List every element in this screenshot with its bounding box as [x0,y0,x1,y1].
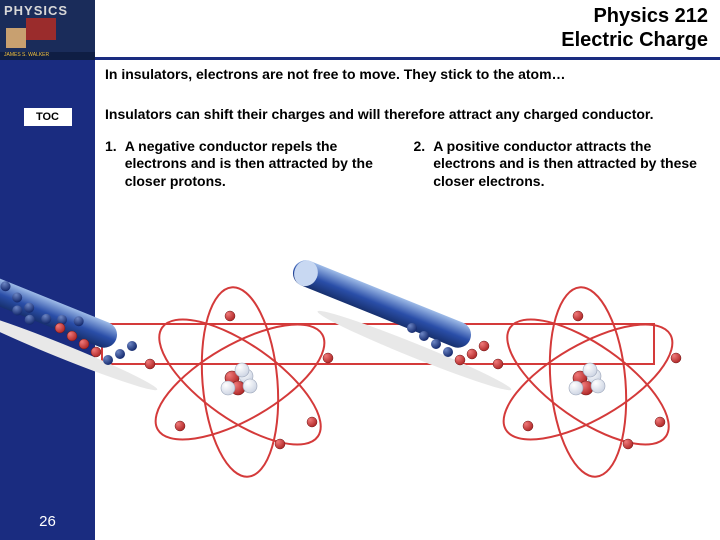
physics-diagram [0,252,720,512]
textbook-logo: PHYSICS JAMES S. WALKER [0,0,95,60]
sidebar: TOC 26 [0,60,95,540]
item-number: 2. [414,138,426,191]
course-name: Physics 212 [95,4,708,28]
logo-thumbnail-2 [6,28,26,48]
item-number: 1. [105,138,117,191]
logo-title: PHYSICS [0,0,95,18]
slide-header: Physics 212 Electric Charge [95,0,720,60]
page-number: 26 [0,513,95,530]
lead-sentence-2: Insulators can shift their charges and w… [105,106,710,124]
item-text: A positive conductor attracts the electr… [433,138,710,191]
logo-author-bar: JAMES S. WALKER [0,52,95,60]
numbered-columns: 1. A negative conductor repels the elect… [105,138,710,191]
column-1: 1. A negative conductor repels the elect… [105,138,402,191]
logo-author: JAMES S. WALKER [4,52,49,58]
lead-sentence-1: In insulators, electrons are not free to… [105,66,710,82]
logo-thumbnail-1 [26,18,56,40]
toc-button[interactable]: TOC [24,108,72,126]
content-area: In insulators, electrons are not free to… [95,60,720,540]
item-text: A negative conductor repels the electron… [125,138,402,191]
slide-title: Electric Charge [95,28,708,52]
column-2: 2. A positive conductor attracts the ele… [414,138,711,191]
